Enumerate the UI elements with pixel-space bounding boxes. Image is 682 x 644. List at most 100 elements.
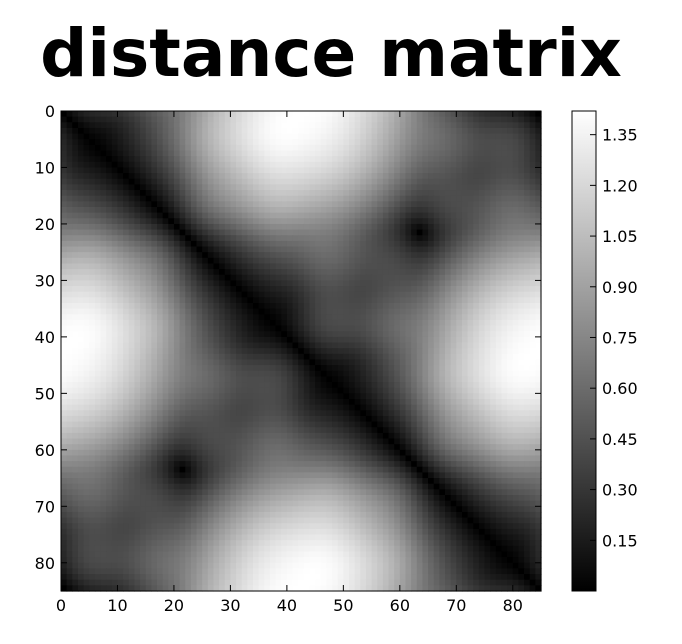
heatmap-cell xyxy=(518,127,525,135)
heatmap-cell xyxy=(202,370,209,378)
heatmap-cell xyxy=(456,280,463,287)
heatmap-cell xyxy=(377,173,384,180)
heatmap-cell xyxy=(365,246,373,253)
heatmap-cell xyxy=(77,303,85,310)
heatmap-cell xyxy=(286,139,294,146)
heatmap-cell xyxy=(349,156,356,163)
heatmap-cell xyxy=(456,410,463,417)
heatmap-cell xyxy=(529,370,536,378)
heatmap-cell xyxy=(123,291,130,298)
heatmap-cell xyxy=(196,274,203,282)
heatmap-cell xyxy=(83,382,90,389)
heatmap-cell xyxy=(117,139,124,146)
heatmap-cell xyxy=(275,404,282,411)
heatmap-cell xyxy=(303,223,311,231)
heatmap-cell xyxy=(473,336,480,344)
heatmap-cell xyxy=(484,319,491,327)
heatmap-cell xyxy=(185,223,192,231)
heatmap-cell xyxy=(478,432,486,440)
heatmap-cell xyxy=(405,212,412,219)
heatmap-cell xyxy=(185,150,192,157)
heatmap-cell xyxy=(445,432,452,440)
heatmap-cell xyxy=(337,133,344,140)
heatmap-cell xyxy=(275,257,282,265)
heatmap-cell xyxy=(428,167,435,174)
heatmap-cell xyxy=(422,376,429,383)
heatmap-cell xyxy=(151,122,158,129)
heatmap-cell xyxy=(224,370,232,378)
heatmap-cell xyxy=(269,280,277,287)
heatmap-cell xyxy=(365,240,373,248)
heatmap-cell xyxy=(230,257,237,265)
heatmap-cell xyxy=(134,314,141,321)
heatmap-cell xyxy=(507,257,514,265)
heatmap-cell xyxy=(445,303,452,310)
heatmap-cell xyxy=(371,229,378,236)
heatmap-cell xyxy=(473,325,480,332)
heatmap-cell xyxy=(529,404,536,411)
heatmap-cell xyxy=(320,246,328,253)
heatmap-cell xyxy=(467,229,474,236)
heatmap-cell xyxy=(281,240,288,248)
heatmap-cell xyxy=(416,387,424,394)
heatmap-cell xyxy=(332,404,339,411)
heatmap-cell xyxy=(524,201,531,208)
heatmap-cell xyxy=(388,438,395,445)
heatmap-cell xyxy=(524,427,531,434)
heatmap-cell xyxy=(83,348,90,355)
heatmap-cell xyxy=(213,308,220,315)
heatmap-cell xyxy=(128,291,136,298)
heatmap-cell xyxy=(123,127,130,135)
heatmap-cell xyxy=(490,212,497,219)
heatmap-cell xyxy=(377,432,384,440)
heatmap-cell xyxy=(236,432,243,440)
heatmap-cell xyxy=(145,365,152,372)
heatmap-cell xyxy=(512,336,520,344)
heatmap-cell xyxy=(162,161,169,169)
heatmap-cell xyxy=(269,325,277,332)
heatmap-cell xyxy=(281,314,288,321)
heatmap-cell xyxy=(83,207,90,214)
heatmap-cell xyxy=(269,342,277,349)
heatmap-cell xyxy=(428,303,435,310)
heatmap-cell xyxy=(123,190,130,197)
heatmap-cell xyxy=(349,404,356,411)
heatmap-cell xyxy=(309,144,316,152)
heatmap-cell xyxy=(83,415,90,423)
heatmap-cell xyxy=(61,240,68,248)
heatmap-cell xyxy=(416,246,424,253)
heatmap-cell xyxy=(241,195,248,202)
heatmap-cell xyxy=(123,218,130,225)
heatmap-cell xyxy=(433,257,440,265)
heatmap-cell xyxy=(61,269,68,276)
heatmap-cell xyxy=(264,156,271,163)
heatmap-cell xyxy=(478,286,486,293)
heatmap-cell xyxy=(106,274,113,282)
heatmap-cell xyxy=(89,432,96,440)
heatmap-cell xyxy=(518,184,525,191)
heatmap-cell xyxy=(416,274,424,282)
heatmap-cell xyxy=(343,427,350,434)
heatmap-cell xyxy=(405,122,412,129)
heatmap-cell xyxy=(241,218,248,225)
heatmap-cell xyxy=(281,212,288,219)
heatmap-cell xyxy=(422,167,429,174)
heatmap-cell xyxy=(106,314,113,321)
heatmap-cell xyxy=(179,133,186,140)
heatmap-cell xyxy=(140,427,147,434)
heatmap-cell xyxy=(106,297,113,304)
heatmap-cell xyxy=(529,359,536,366)
heatmap-cell xyxy=(467,415,474,423)
heatmap-cell xyxy=(179,201,186,208)
heatmap-cell xyxy=(490,127,497,135)
heatmap-cell xyxy=(428,280,435,287)
heatmap-cell xyxy=(83,201,90,208)
heatmap-cell xyxy=(151,161,158,169)
heatmap-cell xyxy=(524,387,531,394)
heatmap-cell xyxy=(241,370,248,378)
heatmap-cell xyxy=(332,421,339,428)
heatmap-cell xyxy=(360,291,367,298)
heatmap-cell xyxy=(94,382,102,389)
heatmap-cell xyxy=(168,139,175,146)
heatmap-cell xyxy=(394,319,401,327)
